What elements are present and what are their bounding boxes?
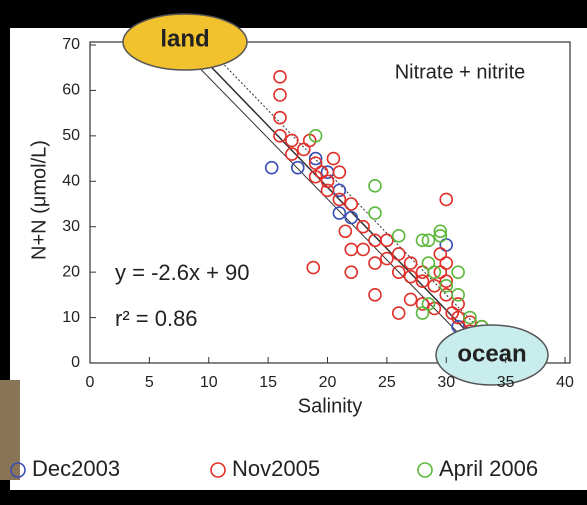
- chart-panel: [10, 28, 587, 490]
- point: [320, 183, 335, 198]
- point: [332, 206, 347, 220]
- point: [356, 242, 370, 257]
- point: [368, 179, 382, 193]
- point: [433, 229, 448, 243]
- y-tick-label: 70: [62, 36, 80, 53]
- land-label: land: [160, 25, 209, 52]
- point: [273, 110, 287, 125]
- point: [320, 174, 335, 189]
- legend-marker: [417, 462, 433, 478]
- point: [273, 129, 287, 143]
- plot-frame: [89, 41, 571, 364]
- y-tick-label: 40: [62, 173, 80, 190]
- point: [391, 265, 406, 279]
- x-tick-label: 30: [437, 374, 455, 391]
- point: [380, 251, 394, 266]
- point: [264, 160, 279, 175]
- ocean-label: ocean: [457, 340, 526, 367]
- point: [306, 260, 321, 275]
- x-tick-label: 10: [200, 374, 218, 391]
- equation: y = -2.6x + 90: [115, 260, 250, 285]
- y-axis-label: N+N (μmol/L): [28, 140, 50, 260]
- point: [368, 206, 382, 220]
- point: [415, 297, 430, 311]
- point: [332, 165, 347, 179]
- point: [308, 151, 323, 166]
- point: [439, 192, 454, 207]
- point: [368, 288, 382, 302]
- point: [421, 233, 436, 248]
- point: [285, 133, 299, 148]
- x-tick-label: 20: [319, 374, 337, 391]
- point: [415, 233, 430, 248]
- y-tick-label: 50: [62, 127, 80, 144]
- point: [451, 288, 465, 302]
- x-tick-label: 5: [145, 374, 154, 391]
- point: [273, 88, 287, 102]
- legend-marker: [10, 462, 26, 478]
- point: [344, 197, 359, 211]
- point: [332, 192, 347, 207]
- x-tick-label: 40: [556, 374, 574, 391]
- x-tick-label: 0: [86, 374, 95, 391]
- legend-label: April 2006: [439, 456, 538, 481]
- legend-label: Dec2003: [32, 456, 120, 481]
- x-tick-label: 35: [497, 374, 515, 391]
- point: [421, 297, 436, 311]
- y-tick-label: 30: [62, 218, 80, 235]
- photo-edge: [0, 380, 20, 480]
- point: [308, 129, 323, 143]
- point: [433, 265, 448, 279]
- point: [463, 310, 477, 325]
- legend-marker: [210, 462, 226, 478]
- point: [291, 160, 305, 175]
- x-tick-label: 25: [378, 374, 396, 391]
- y-tick-label: 10: [62, 309, 80, 326]
- point: [344, 265, 359, 279]
- point: [439, 278, 454, 293]
- point: [326, 151, 341, 166]
- point: [344, 210, 359, 225]
- ocean-bubble: [435, 324, 549, 386]
- chart-title: Nitrate + nitrite: [395, 61, 526, 83]
- point: [368, 256, 382, 270]
- x-tick-label: 15: [259, 374, 277, 391]
- point: [451, 265, 465, 279]
- point: [391, 247, 406, 261]
- point: [391, 229, 406, 243]
- land-bubble: [122, 13, 248, 71]
- point: [391, 306, 406, 320]
- point: [427, 265, 442, 279]
- point: [380, 233, 394, 248]
- point: [356, 219, 370, 234]
- legend-label: Nov2005: [232, 456, 320, 481]
- point: [415, 274, 430, 289]
- y-tick-label: 20: [62, 263, 80, 280]
- point: [273, 70, 287, 84]
- y-tick-label: 60: [62, 82, 80, 99]
- y-tick-label: 0: [71, 354, 80, 371]
- point: [433, 224, 448, 239]
- point: [403, 292, 418, 307]
- point: [403, 256, 418, 270]
- x-axis-label: Salinity: [298, 395, 362, 417]
- point: [403, 269, 418, 284]
- point: [285, 147, 299, 161]
- r-squared: r² = 0.86: [115, 306, 198, 331]
- point: [445, 306, 459, 320]
- point: [338, 224, 353, 239]
